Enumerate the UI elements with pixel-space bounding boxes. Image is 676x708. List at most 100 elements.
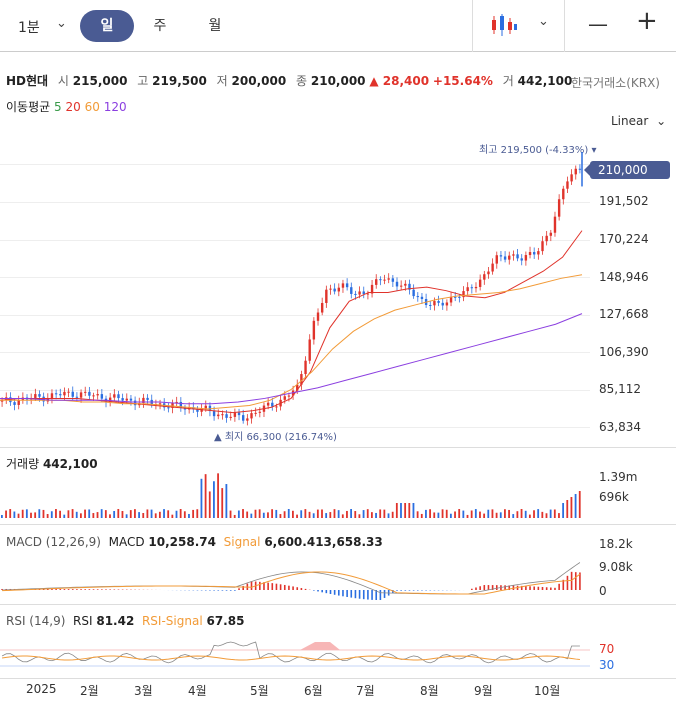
candle-body bbox=[458, 296, 461, 298]
macd-histogram-bar bbox=[554, 587, 556, 590]
volume-bar bbox=[5, 510, 7, 518]
timeframe-select[interactable]: 1분 ⌄ bbox=[18, 16, 67, 37]
x-tick: 3월 bbox=[134, 684, 153, 698]
volume-panel-value: 442,100 bbox=[42, 457, 98, 471]
volume-bar bbox=[528, 514, 531, 518]
volume-bar bbox=[549, 509, 552, 518]
volume-bar bbox=[562, 503, 565, 518]
volume-bar bbox=[225, 484, 228, 518]
candle-body bbox=[13, 402, 16, 405]
tab-week[interactable]: 주 bbox=[140, 10, 180, 42]
volume-bar bbox=[88, 509, 91, 518]
candle-body bbox=[491, 263, 494, 272]
volume-bar bbox=[325, 513, 328, 518]
macd-histogram-bar bbox=[520, 585, 523, 590]
volume-bar bbox=[204, 474, 207, 518]
candle-body bbox=[379, 279, 382, 281]
chart-type-select[interactable]: ⌄ bbox=[490, 12, 560, 40]
volume-bar bbox=[229, 510, 232, 518]
macd-histogram-bar bbox=[529, 586, 531, 590]
macd-histogram-bar bbox=[292, 586, 294, 590]
volume-bar bbox=[262, 512, 265, 518]
volume-bar bbox=[196, 509, 199, 518]
macd-histogram-bar bbox=[371, 590, 373, 600]
candle-body bbox=[212, 411, 216, 417]
volume-bar bbox=[454, 511, 456, 518]
volume-bar bbox=[179, 509, 182, 518]
volume-bar bbox=[425, 509, 427, 518]
macd-panel-title: MACD (12,26,9) MACD 10,258.74 Signal 6,6… bbox=[6, 535, 383, 549]
candle-body bbox=[375, 279, 378, 285]
candle-body bbox=[350, 287, 353, 294]
macd-histogram-bar bbox=[562, 579, 565, 590]
macd-settings-label: MACD (12,26,9) bbox=[6, 535, 101, 549]
candle-body bbox=[217, 414, 220, 417]
macd-histogram-bar bbox=[42, 589, 45, 590]
volume-bar bbox=[254, 509, 257, 518]
y-tick: 127,668 bbox=[599, 307, 649, 321]
volume-bar bbox=[163, 509, 165, 518]
volume-bar bbox=[479, 511, 481, 518]
macd-histogram-bar bbox=[71, 589, 74, 590]
candle-body bbox=[466, 287, 469, 292]
candle-body bbox=[391, 278, 395, 282]
volume-bar bbox=[395, 503, 398, 518]
volume-bar bbox=[217, 473, 219, 518]
volume-bar bbox=[545, 513, 548, 518]
volume-bar bbox=[420, 513, 423, 518]
candle-body bbox=[520, 258, 523, 261]
candle-body bbox=[516, 254, 519, 259]
volume-bar bbox=[237, 510, 240, 518]
volume-bar bbox=[312, 513, 315, 518]
macd-histogram-bar bbox=[504, 585, 506, 590]
volume-bar bbox=[34, 512, 37, 518]
zoom-out-button[interactable]: — bbox=[588, 12, 608, 36]
candle-body bbox=[283, 396, 286, 400]
macd-histogram-bar bbox=[471, 588, 473, 590]
high-note: 최고 219,500 (-4.33%) ▾ bbox=[479, 145, 597, 156]
rsi-overbought-area bbox=[300, 642, 340, 650]
high-note-text: 최고 219,500 (-4.33%) bbox=[479, 145, 589, 156]
candle-body bbox=[578, 168, 582, 170]
candle-body bbox=[441, 302, 444, 306]
volume-bar bbox=[221, 488, 224, 518]
candle-body bbox=[570, 174, 573, 182]
macd-histogram-bar bbox=[508, 585, 511, 590]
candle-body bbox=[304, 360, 307, 375]
macd-value: 10,258.74 bbox=[148, 535, 216, 549]
scale-mode-select[interactable]: Linear ⌄ bbox=[611, 114, 666, 128]
zoom-in-button[interactable]: + bbox=[636, 6, 658, 36]
macd-histogram-bar bbox=[545, 587, 548, 590]
volume-bar bbox=[279, 514, 282, 518]
candle-body bbox=[108, 397, 112, 403]
tab-month[interactable]: 월 bbox=[195, 10, 235, 42]
volume-bar bbox=[333, 509, 336, 518]
candle-body bbox=[167, 407, 170, 409]
macd-histogram-bar bbox=[537, 586, 540, 590]
macd-histogram-bar bbox=[570, 571, 573, 590]
macd-histogram-bar bbox=[533, 586, 535, 590]
tab-day[interactable]: 일 bbox=[80, 10, 134, 42]
macd-histogram-bar bbox=[267, 582, 269, 590]
macd-histogram-bar bbox=[84, 589, 87, 590]
volume-bar bbox=[129, 510, 132, 518]
change-value: ▲ 28,400 bbox=[369, 74, 430, 88]
candle-body bbox=[387, 278, 390, 280]
volume-bar bbox=[358, 514, 361, 518]
volume-bar bbox=[308, 511, 311, 518]
rsi-label: RSI bbox=[73, 614, 93, 628]
volume-bar bbox=[470, 510, 473, 518]
macd-histogram-bar bbox=[404, 590, 407, 591]
chevron-down-icon: ⌄ bbox=[538, 14, 549, 29]
macd-histogram-bar bbox=[279, 584, 282, 590]
price-chart[interactable] bbox=[0, 150, 590, 440]
macd-histogram-bar bbox=[416, 590, 419, 591]
candle-body bbox=[487, 271, 490, 275]
volume-bar bbox=[321, 509, 323, 518]
candle-body bbox=[254, 412, 257, 414]
ma120-label: 120 bbox=[103, 100, 127, 114]
candle-body bbox=[470, 287, 474, 289]
macd-histogram-bar bbox=[367, 590, 369, 600]
macd-histogram-bar bbox=[101, 589, 103, 590]
candle-body bbox=[383, 279, 386, 281]
